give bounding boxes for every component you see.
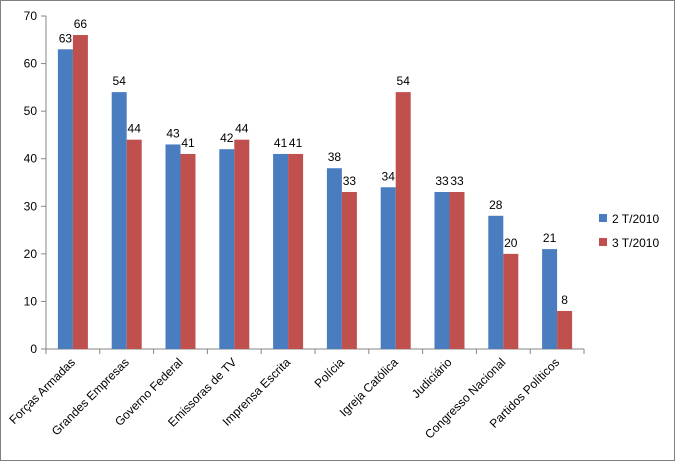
bar: [557, 310, 573, 349]
data-label: 33: [343, 174, 357, 188]
bar: [111, 92, 127, 349]
data-label: 42: [220, 131, 234, 145]
bar: [288, 153, 304, 349]
y-tick-label: 40: [24, 152, 38, 166]
y-tick-label: 0: [30, 342, 37, 356]
y-tick-label: 50: [24, 104, 38, 118]
data-label: 54: [397, 74, 411, 88]
bar: [434, 192, 450, 349]
data-label: 33: [435, 174, 449, 188]
data-label: 44: [235, 122, 249, 136]
data-label: 34: [382, 169, 396, 183]
bar: [380, 187, 396, 349]
bar: [542, 249, 558, 349]
data-label: 44: [128, 122, 142, 136]
data-label: 41: [181, 136, 195, 150]
data-label: 41: [289, 136, 303, 150]
bar: [449, 192, 465, 349]
data-label: 21: [543, 231, 557, 245]
bar: [165, 144, 181, 349]
y-tick-label: 70: [24, 9, 38, 23]
bar: [341, 192, 357, 349]
bar: [57, 49, 73, 350]
bar: [503, 253, 519, 349]
y-tick-label: 30: [24, 199, 38, 213]
data-label: 28: [489, 198, 503, 212]
y-tick-label: 20: [24, 247, 38, 261]
legend-label: 3 T/2010: [612, 236, 659, 250]
bar: [273, 153, 289, 349]
x-category-label: Polícia: [312, 355, 348, 391]
x-category-label: Judiciário: [409, 355, 455, 401]
data-label: 33: [450, 174, 464, 188]
bar: [395, 92, 411, 349]
bar: [72, 35, 88, 350]
bars: [57, 35, 573, 350]
data-label: 38: [328, 150, 342, 164]
legend: 2 T/2010 3 T/2010: [599, 212, 659, 250]
data-label: 8: [561, 293, 568, 307]
bar: [219, 149, 235, 349]
data-label: 66: [74, 17, 88, 31]
data-label: 63: [59, 31, 73, 45]
data-label: 54: [113, 74, 127, 88]
y-tick-label: 60: [24, 57, 38, 71]
bar: [180, 153, 196, 349]
bar: [126, 139, 142, 349]
y-tick-label: 10: [24, 294, 38, 308]
bar: [234, 139, 250, 349]
legend-label: 2 T/2010: [612, 212, 659, 226]
data-label: 20: [504, 236, 518, 250]
bar: [488, 215, 504, 349]
legend-swatch: [599, 214, 607, 222]
data-label: 43: [166, 126, 180, 140]
legend-swatch: [599, 238, 607, 246]
data-label: 41: [274, 136, 288, 150]
bar: [326, 168, 342, 349]
